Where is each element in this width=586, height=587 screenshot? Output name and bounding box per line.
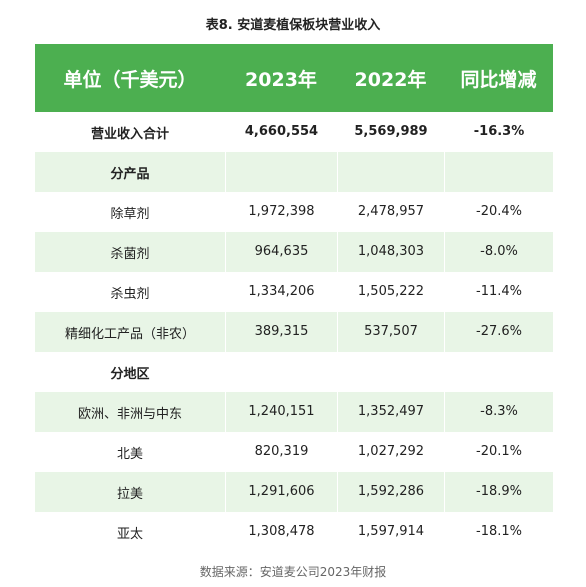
table-row: 杀虫剂 1,334,206 1,505,222 -11.4% bbox=[35, 272, 553, 312]
row-label: 除草剂 bbox=[110, 206, 150, 222]
row-yoy bbox=[444, 152, 553, 192]
row-2023: 389,315 bbox=[225, 312, 337, 352]
header-unit: 单位（千美元） bbox=[63, 68, 197, 91]
row-2022: 5,569,989 bbox=[337, 112, 444, 152]
row-2023: 964,635 bbox=[225, 232, 337, 272]
revenue-table: 单位（千美元） 2023年 2022年 同比增减 营业收入合计 4,660,55… bbox=[35, 44, 553, 552]
row-2022: 1,027,292 bbox=[337, 432, 444, 472]
row-2022 bbox=[337, 352, 444, 392]
row-yoy: -8.0% bbox=[444, 232, 553, 272]
row-yoy: -18.9% bbox=[444, 472, 553, 512]
row-2022: 1,048,303 bbox=[337, 232, 444, 272]
row-2022: 2,478,957 bbox=[337, 192, 444, 232]
table-row: 亚太 1,308,478 1,597,914 -18.1% bbox=[35, 512, 553, 552]
row-2023: 1,334,206 bbox=[225, 272, 337, 312]
table-row: 除草剂 1,972,398 2,478,957 -20.4% bbox=[35, 192, 553, 232]
row-yoy: -11.4% bbox=[444, 272, 553, 312]
data-source-note: 数据来源：安道麦公司2023年财报 bbox=[199, 565, 387, 579]
table-row: 营业收入合计 4,660,554 5,569,989 -16.3% bbox=[35, 112, 553, 152]
row-2023 bbox=[225, 352, 337, 392]
row-2023 bbox=[225, 152, 337, 192]
row-label: 北美 bbox=[116, 446, 143, 462]
row-2023: 1,291,606 bbox=[225, 472, 337, 512]
table-row: 欧洲、非洲与中东 1,240,151 1,352,497 -8.3% bbox=[35, 392, 553, 432]
table-title: 表8. 安道麦植保板块营业收入 bbox=[205, 18, 381, 33]
header-2022: 2022年 bbox=[354, 68, 427, 91]
row-label: 拉美 bbox=[116, 486, 143, 502]
row-2023: 4,660,554 bbox=[225, 112, 337, 152]
row-label: 杀菌剂 bbox=[110, 246, 150, 262]
table-row: 分产品 bbox=[35, 152, 553, 192]
table-row: 杀菌剂 964,635 1,048,303 -8.0% bbox=[35, 232, 553, 272]
row-2023: 1,240,151 bbox=[225, 392, 337, 432]
table-header: 单位（千美元） 2023年 2022年 同比增减 bbox=[35, 44, 553, 112]
table-row: 拉美 1,291,606 1,592,286 -18.9% bbox=[35, 472, 553, 512]
row-label: 分地区 bbox=[110, 366, 150, 382]
row-2022: 1,592,286 bbox=[337, 472, 444, 512]
row-label: 营业收入合计 bbox=[90, 126, 169, 142]
row-2023: 820,319 bbox=[225, 432, 337, 472]
row-yoy: -8.3% bbox=[444, 392, 553, 432]
table-row: 北美 820,319 1,027,292 -20.1% bbox=[35, 432, 553, 472]
table-row: 精细化工产品（非农） 389,315 537,507 -27.6% bbox=[35, 312, 553, 352]
row-label: 亚太 bbox=[116, 526, 143, 542]
row-2023: 1,308,478 bbox=[225, 512, 337, 552]
row-label: 分产品 bbox=[110, 166, 150, 182]
row-yoy: -16.3% bbox=[444, 112, 553, 152]
row-yoy: -20.4% bbox=[444, 192, 553, 232]
row-2022 bbox=[337, 152, 444, 192]
row-2023: 1,972,398 bbox=[225, 192, 337, 232]
row-2022: 1,597,914 bbox=[337, 512, 444, 552]
row-2022: 1,352,497 bbox=[337, 392, 444, 432]
row-label: 杀虫剂 bbox=[110, 286, 150, 302]
row-yoy: -20.1% bbox=[444, 432, 553, 472]
header-yoy: 同比增减 bbox=[460, 68, 537, 91]
table-row: 分地区 bbox=[35, 352, 553, 392]
row-yoy: -18.1% bbox=[444, 512, 553, 552]
row-2022: 1,505,222 bbox=[337, 272, 444, 312]
row-2022: 537,507 bbox=[337, 312, 444, 352]
header-2023: 2023年 bbox=[245, 68, 317, 91]
row-label: 精细化工产品（非农） bbox=[64, 326, 195, 342]
row-yoy bbox=[444, 352, 553, 392]
row-yoy: -27.6% bbox=[444, 312, 553, 352]
row-label: 欧洲、非洲与中东 bbox=[77, 406, 182, 422]
